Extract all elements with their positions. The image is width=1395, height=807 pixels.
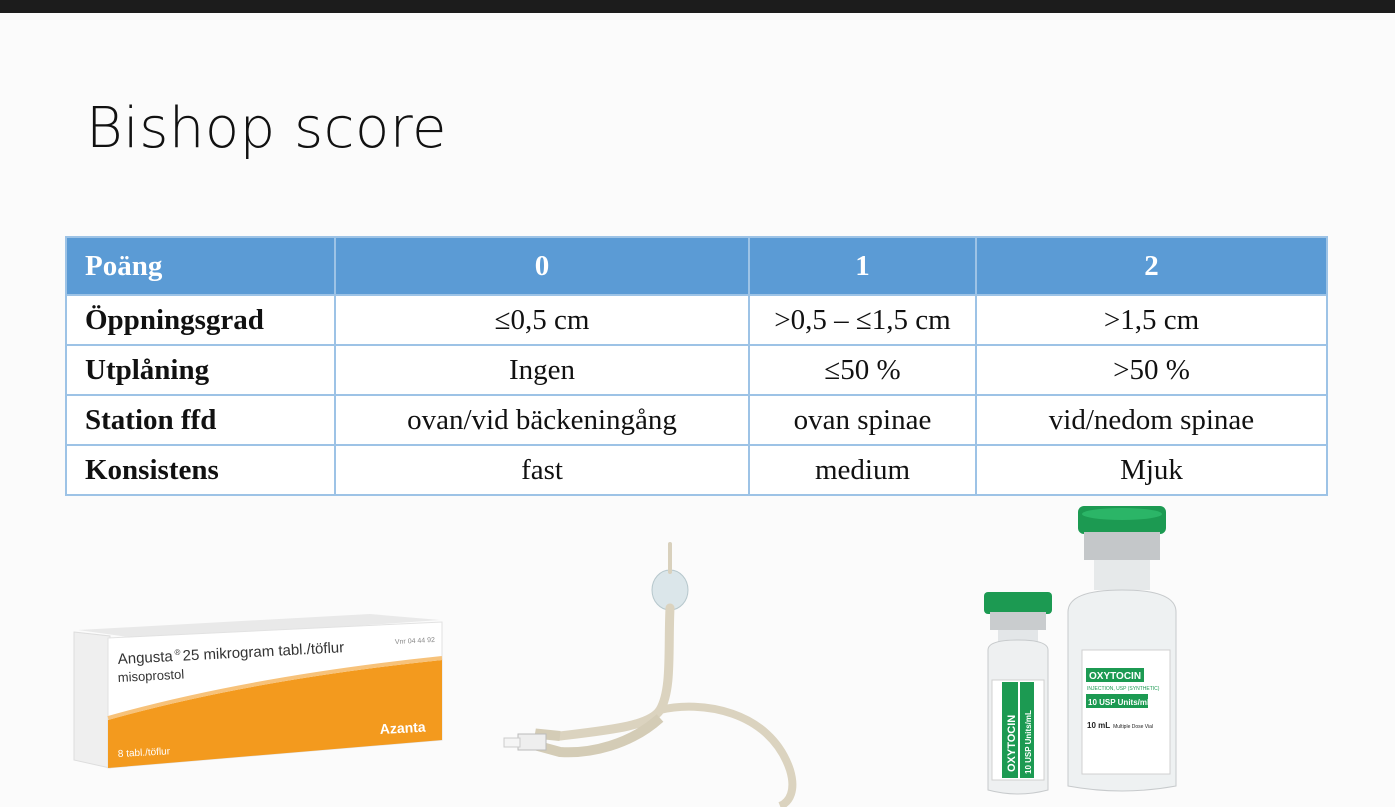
table-header-row: Poäng 0 1 2 [65,236,1328,296]
table-cell: ovan spinae [748,394,977,446]
table-cell: ≤0,5 cm [334,294,750,346]
table-cell: Ingen [334,344,750,396]
row-label: Öppningsgrad [65,294,336,346]
row-label: Konsistens [65,444,336,496]
table-cell: Mjuk [975,444,1328,496]
angusta-medicine-box-image: Angusta® 25 mikrogram tabl./töflur misopr… [73,614,443,769]
row-label: Utplåning [65,344,336,396]
large-vial-subtitle: INJECTION, USP (SYNTHETIC) [1087,686,1160,692]
table-cell: medium [748,444,977,496]
header-cell-score-1: 1 [748,236,977,296]
table-row: Öppningsgrad ≤0,5 cm >0,5 – ≤1,5 cm >1,5… [65,294,1328,346]
table-cell: >50 % [975,344,1328,396]
header-cell-score-0: 0 [334,236,750,296]
angusta-brand: Azanta [379,719,426,737]
oxytocin-vials-image: OXYTOCIN 10 USP Units/mL OXYTOCIN INJECT… [984,506,1177,795]
header-cell-score-2: 2 [975,236,1328,296]
large-vial-label: OXYTOCIN [1089,671,1141,682]
table-cell: vid/nedom spinae [975,394,1328,446]
large-vial-volume: 10 mL Multiple Dose Vial [1087,721,1153,730]
bishop-score-table: Poäng 0 1 2 Öppningsgrad ≤0,5 cm >0,5 – … [65,236,1328,496]
table-row: Station ffd ovan/vid bäckeningång ovan s… [65,394,1328,446]
foley-catheter-image [503,542,797,807]
table-cell: ovan/vid bäckeningång [334,394,750,446]
row-label: Station ffd [65,394,336,446]
header-cell-label: Poäng [65,236,336,296]
top-bar [0,0,1395,13]
slide-title: Bishop score [86,96,447,161]
table-cell: ≤50 % [748,344,977,396]
table-cell: >0,5 – ≤1,5 cm [748,294,977,346]
table-row: Konsistens fast medium Mjuk [65,444,1328,496]
small-vial-cap [984,592,1052,614]
small-vial-strength: 10 USP Units/mL [1024,710,1033,774]
large-vial-strength: 10 USP Units/mL [1088,698,1152,707]
table-row: Utplåning Ingen ≤50 % >50 % [65,344,1328,396]
table-cell: >1,5 cm [975,294,1328,346]
angusta-substance: misoprostol [117,667,184,685]
angusta-vnr: Vnr 04 44 92 [395,637,436,646]
table-cell: fast [334,444,750,496]
small-vial-label: OXYTOCIN [1006,715,1018,772]
angusta-count: 8 tabl./töflur [118,746,171,760]
